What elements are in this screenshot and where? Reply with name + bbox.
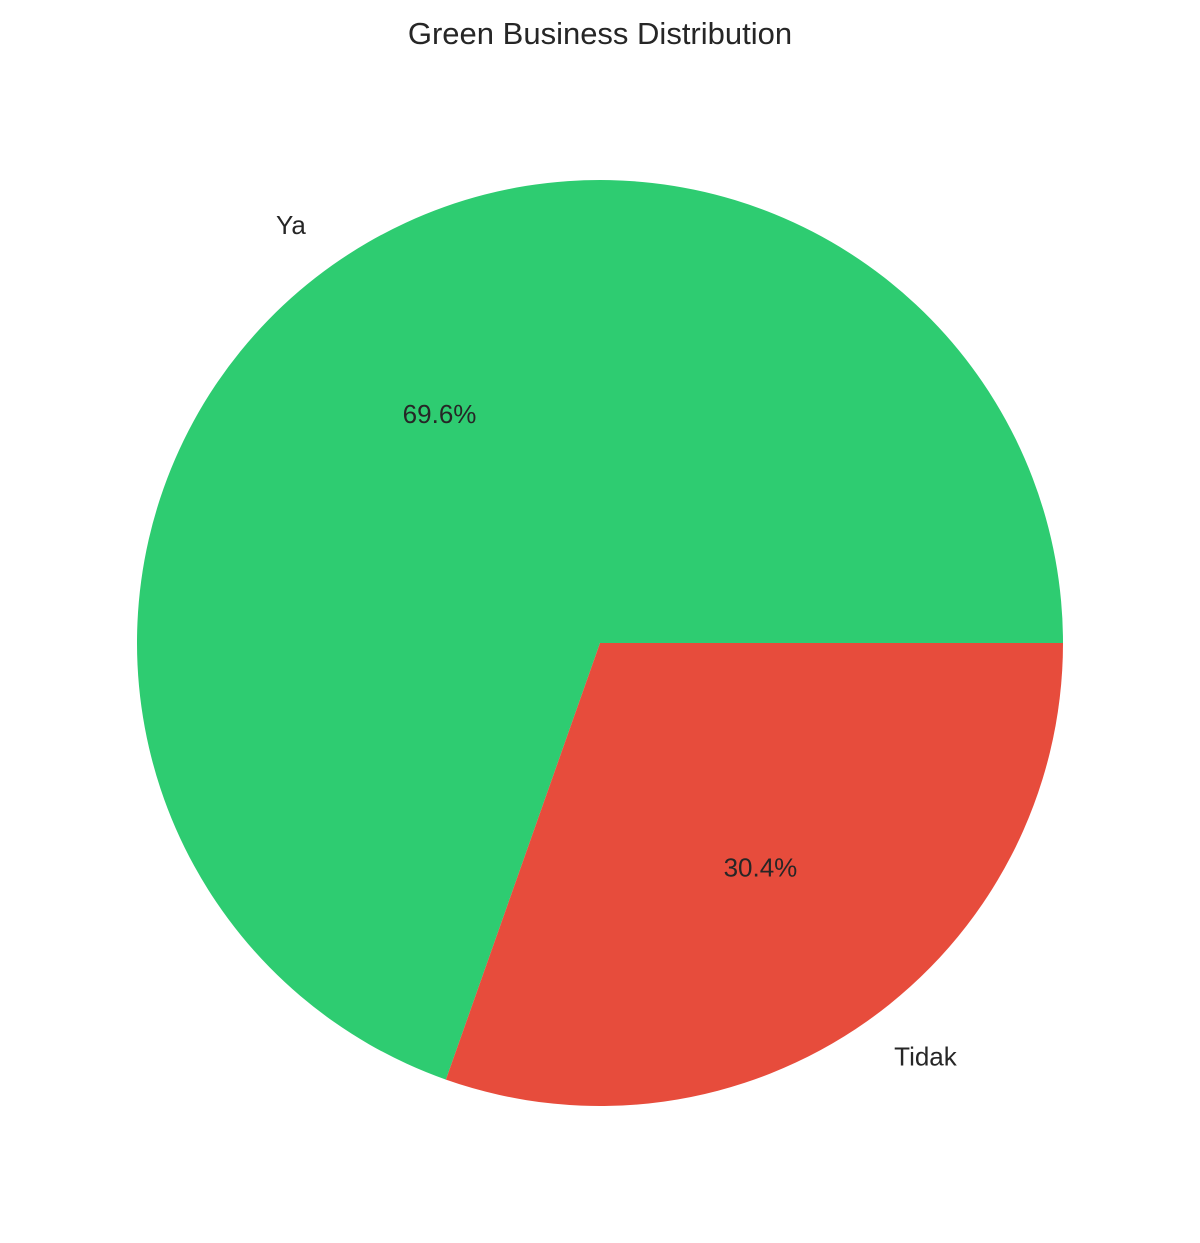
pie-slices bbox=[136, 180, 1063, 1106]
pie-slice-tidak bbox=[445, 643, 1063, 1106]
slice-percent-ya: 69.6% bbox=[403, 399, 477, 429]
slice-percent-tidak: 30.4% bbox=[724, 853, 798, 883]
slice-label-ya: Ya bbox=[276, 210, 306, 240]
chart-title: Green Business Distribution bbox=[408, 16, 792, 51]
pie-labels: Ya 69.6% Tidak 30.4% bbox=[276, 210, 958, 1072]
pie-slice-ya bbox=[136, 180, 1063, 1080]
slice-label-tidak: Tidak bbox=[894, 1042, 958, 1072]
